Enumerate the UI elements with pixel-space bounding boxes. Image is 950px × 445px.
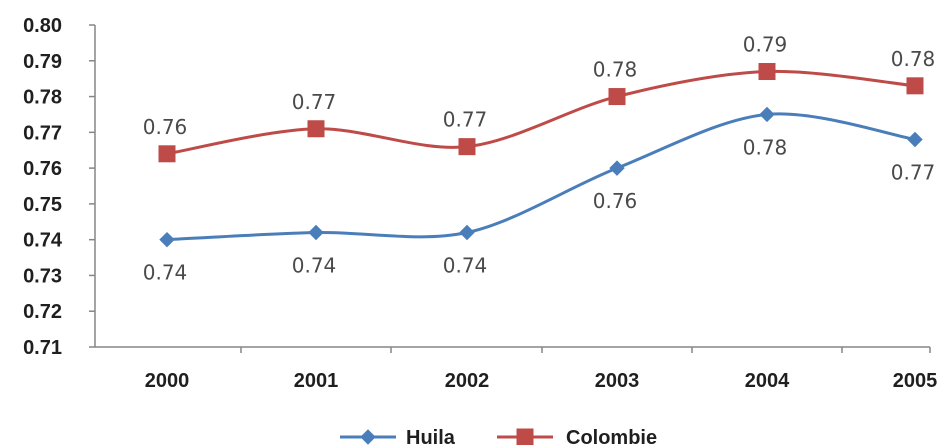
x-tick-label: 2004 (745, 370, 790, 392)
huila-data-label: 0.74 (292, 254, 337, 278)
huila-point (459, 224, 475, 241)
y-tick-label: 0.74 (23, 230, 63, 252)
y-tick-label: 0.73 (23, 265, 62, 287)
colombie-data-label: 0.78 (891, 47, 936, 71)
markers (158, 63, 924, 248)
huila-legend-marker (360, 429, 376, 445)
huila-data-label: 0.74 (443, 254, 488, 278)
huila-point (609, 160, 625, 176)
x-tick-label: 2003 (595, 370, 640, 392)
colombie-point (458, 138, 476, 156)
colombie-data-label: 0.77 (292, 90, 337, 114)
colombie-line (166, 69, 916, 156)
y-tick-label: 0.80 (23, 15, 62, 37)
huila-data-label: 0.77 (891, 160, 936, 184)
colombie-point (906, 77, 924, 95)
colombie-legend-label: Colombie (566, 427, 657, 445)
colombie-point (608, 88, 626, 106)
colombie-data-label: 0.78 (593, 58, 638, 82)
x-tick-label: 2001 (294, 370, 339, 392)
legend: Huila Colombie (340, 427, 657, 445)
huila-data-label: 0.76 (593, 189, 638, 213)
colombie-point (307, 120, 325, 138)
y-tick-label: 0.71 (23, 337, 62, 359)
colombie-legend-marker (516, 428, 534, 445)
y-tick-label: 0.78 (23, 87, 62, 109)
huila-data-label: 0.78 (743, 135, 788, 159)
axes: 0.80 0.79 0.78 0.77 0.76 0.75 0.74 0.73 0.72 0.71… (23, 15, 937, 392)
huila-point (159, 231, 175, 248)
huila-data-label: 0.74 (143, 261, 188, 285)
colombie-point (758, 63, 776, 81)
huila-point (759, 106, 775, 123)
y-tick-label: 0.76 (23, 158, 62, 180)
series-lines (166, 69, 916, 242)
colombie-data-label: 0.77 (443, 108, 488, 132)
huila-point (308, 224, 324, 241)
x-tick-label: 2000 (145, 370, 190, 392)
y-tick-label: 0.72 (23, 301, 62, 323)
colombie-point (158, 145, 176, 163)
x-tick-label: 2002 (445, 370, 490, 392)
x-tick-label: 2005 (893, 370, 938, 392)
huila-point (907, 131, 923, 148)
huila-legend-label: Huila (406, 427, 456, 445)
colombie-data-label: 0.76 (143, 115, 188, 139)
huila-line (166, 112, 916, 242)
colombie-data-label: 0.79 (743, 33, 788, 57)
y-tick-label: 0.75 (23, 194, 62, 216)
y-tick-label: 0.79 (23, 51, 62, 73)
y-tick-label: 0.77 (23, 122, 62, 144)
data-labels: 0.74 0.74 0.74 0.76 0.78 0.77 0.76 0.77 0.77 0.78… (143, 33, 936, 285)
